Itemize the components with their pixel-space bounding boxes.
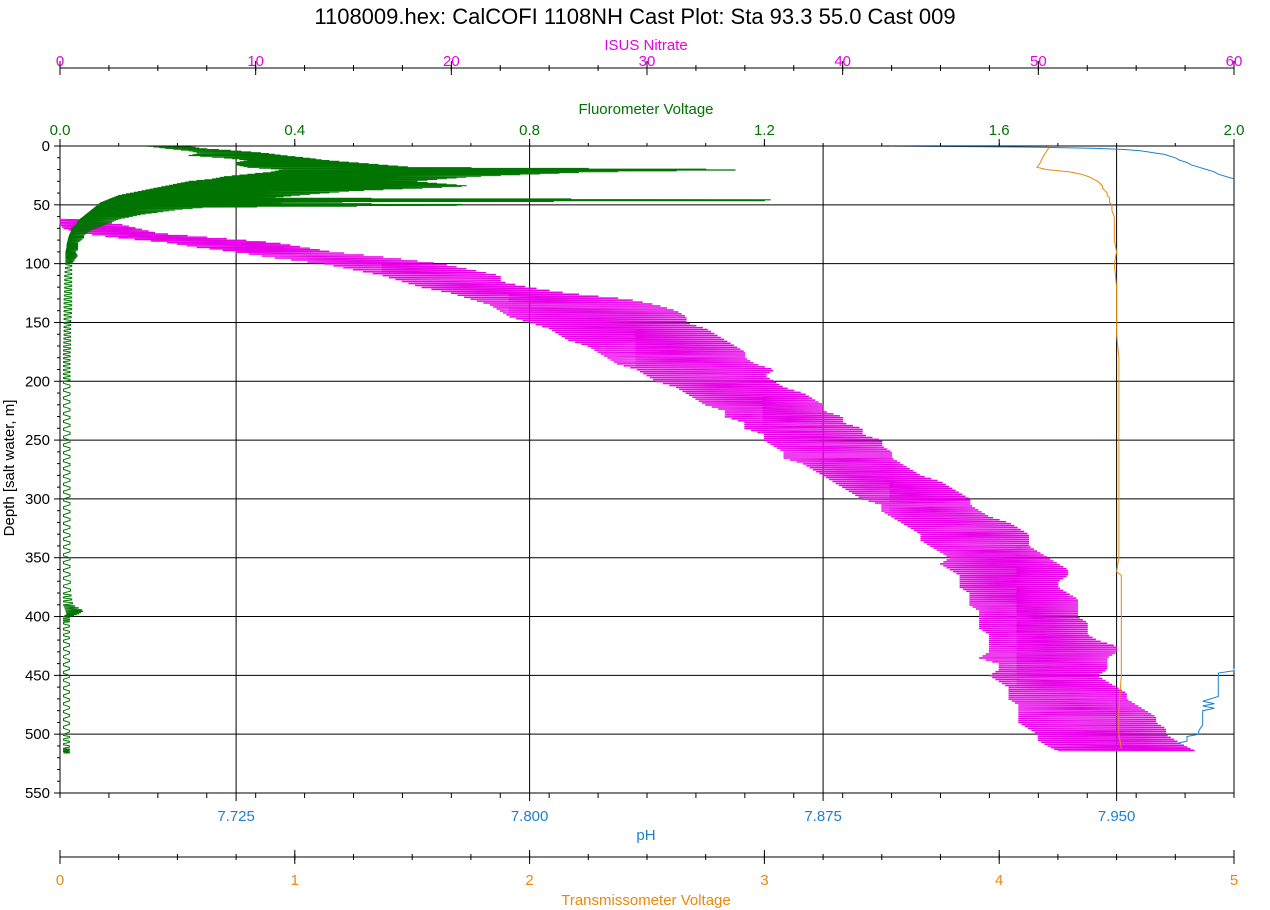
trans-tick-label: 1 (291, 872, 299, 889)
depth-tick-label: 450 (25, 667, 50, 684)
depth-tick-label: 150 (25, 314, 50, 331)
ph-tick-label: 7.725 (217, 808, 255, 825)
trans-tick-label: 4 (995, 872, 1003, 889)
fluor-tick-label: 0.0 (50, 122, 71, 139)
depth-tick-label: 200 (25, 373, 50, 390)
fluor-tick-label: 2.0 (1224, 122, 1245, 139)
ph-series-line (881, 145, 1235, 745)
depth-tick-label: 400 (25, 609, 50, 626)
nitrate-tick-label: 40 (834, 53, 851, 70)
trans-tick-label: 0 (56, 872, 64, 889)
depth-tick-label: 300 (25, 491, 50, 508)
fluor-tick-label: 0.4 (284, 122, 305, 139)
series-layer (59, 145, 1235, 754)
trans-tick-label: 5 (1230, 872, 1238, 889)
fluor-tick-label: 1.6 (989, 122, 1010, 139)
chart-title: 1108009.hex: CalCOFI 1108NH Cast Plot: S… (314, 4, 955, 29)
trans-tick-label: 3 (760, 872, 768, 889)
transmissometer-axis-label: Transmissometer Voltage (561, 892, 731, 909)
depth-tick-label: 500 (25, 726, 50, 743)
ph-tick-label: 7.950 (1098, 808, 1136, 825)
fluorometer-voltage-series-line (63, 145, 771, 754)
ph-axis-label: pH (636, 827, 655, 844)
depth-tick-label: 50 (33, 197, 50, 214)
depth-tick-label: 250 (25, 432, 50, 449)
trans-tick-label: 2 (525, 872, 533, 889)
depth-tick-label: 0 (42, 138, 50, 155)
nitrate-tick-label: 50 (1030, 53, 1047, 70)
depth-axis-label: Depth [salt water, m] (1, 400, 18, 537)
nitrate-tick-label: 60 (1226, 53, 1243, 70)
nitrate-tick-label: 20 (443, 53, 460, 70)
depth-tick-label: 350 (25, 550, 50, 567)
transmissometer-voltage-series-line (1035, 145, 1122, 749)
fluor-tick-label: 1.2 (754, 122, 775, 139)
isus-nitrate-series-line (59, 218, 1195, 752)
ph-tick-label: 7.875 (804, 808, 842, 825)
depth-tick-label: 550 (25, 785, 50, 802)
fluor-tick-label: 0.8 (519, 122, 540, 139)
nitrate-tick-label: 10 (247, 53, 264, 70)
ph-tick-label: 7.800 (511, 808, 549, 825)
depth-tick-label: 100 (25, 256, 50, 273)
nitrate-tick-label: 0 (56, 53, 64, 70)
nitrate-axis-label: ISUS Nitrate (604, 37, 687, 54)
fluorometer-axis-label: Fluorometer Voltage (578, 101, 713, 118)
nitrate-tick-label: 30 (639, 53, 656, 70)
